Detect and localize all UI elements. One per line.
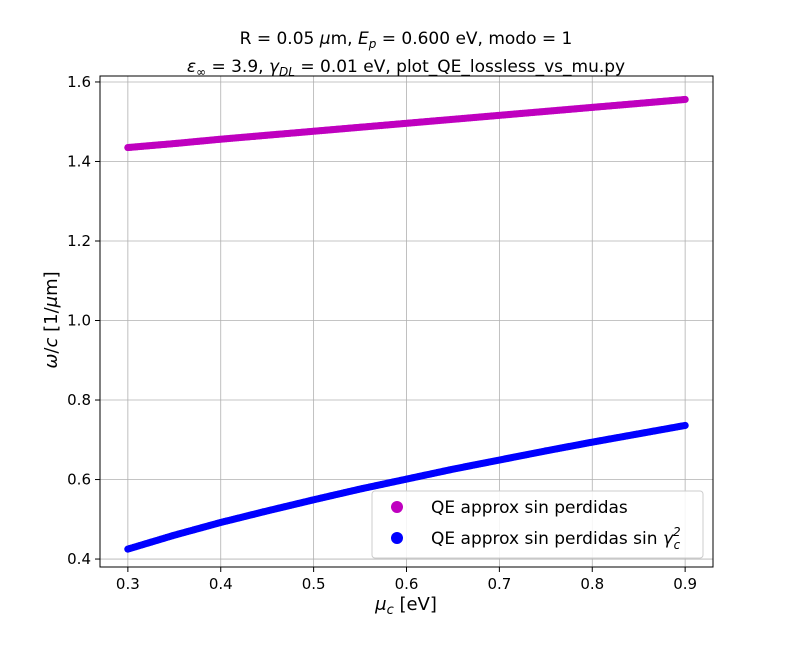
ticks: 0.3 0.4 0.5 0.6 0.7 0.8 0.9 0.4 0.6 0.8 1.0 1.2 1.4 1… <box>67 73 697 593</box>
y-tick-label: 1.4 <box>67 152 91 170</box>
y-tick-label: 0.6 <box>67 471 91 489</box>
x-tick-label: 0.5 <box>302 575 326 593</box>
series-1 <box>124 95 689 152</box>
x-tick-label: 0.9 <box>673 575 697 593</box>
legend-label-series-2: QE approx sin perdidas sin γ2 c <box>431 525 681 552</box>
plot-area-frame <box>99 75 714 568</box>
x-tick-label: 0.6 <box>395 575 419 593</box>
x-tick-label: 0.3 <box>116 575 140 593</box>
y-tick-label: 0.8 <box>67 391 91 409</box>
x-axis-label: μc [eV] <box>374 594 437 618</box>
y-tick-label: 1.0 <box>67 312 91 330</box>
x-tick-label: 0.8 <box>580 575 604 593</box>
series-2 <box>124 421 689 553</box>
data-point <box>681 421 689 430</box>
y-axis-label: ω/c [1/μm] <box>41 271 62 368</box>
legend-label-series-1: QE approx sin perdidas <box>431 498 628 518</box>
x-tick-label: 0.7 <box>487 575 511 593</box>
y-tick-label: 1.6 <box>67 73 91 91</box>
chart-title-line-1: R = 0.05 μm, Ep = 0.600 eV, modo = 1 <box>240 29 573 51</box>
legend: QE approx sin perdidas QE approx sin per… <box>371 490 704 559</box>
x-tick-label: 0.4 <box>209 575 233 593</box>
legend-box <box>371 490 704 559</box>
legend-marker-series-1 <box>391 501 403 513</box>
legend-marker-series-2 <box>391 532 403 544</box>
data-point <box>681 95 689 104</box>
y-tick-label: 1.2 <box>67 232 91 250</box>
chart-title-line-2: ε∞ = 3.9, γDL = 0.01 eV, plot_QE_lossles… <box>187 57 625 79</box>
data-points <box>124 95 689 553</box>
y-tick-label: 0.4 <box>67 550 91 568</box>
